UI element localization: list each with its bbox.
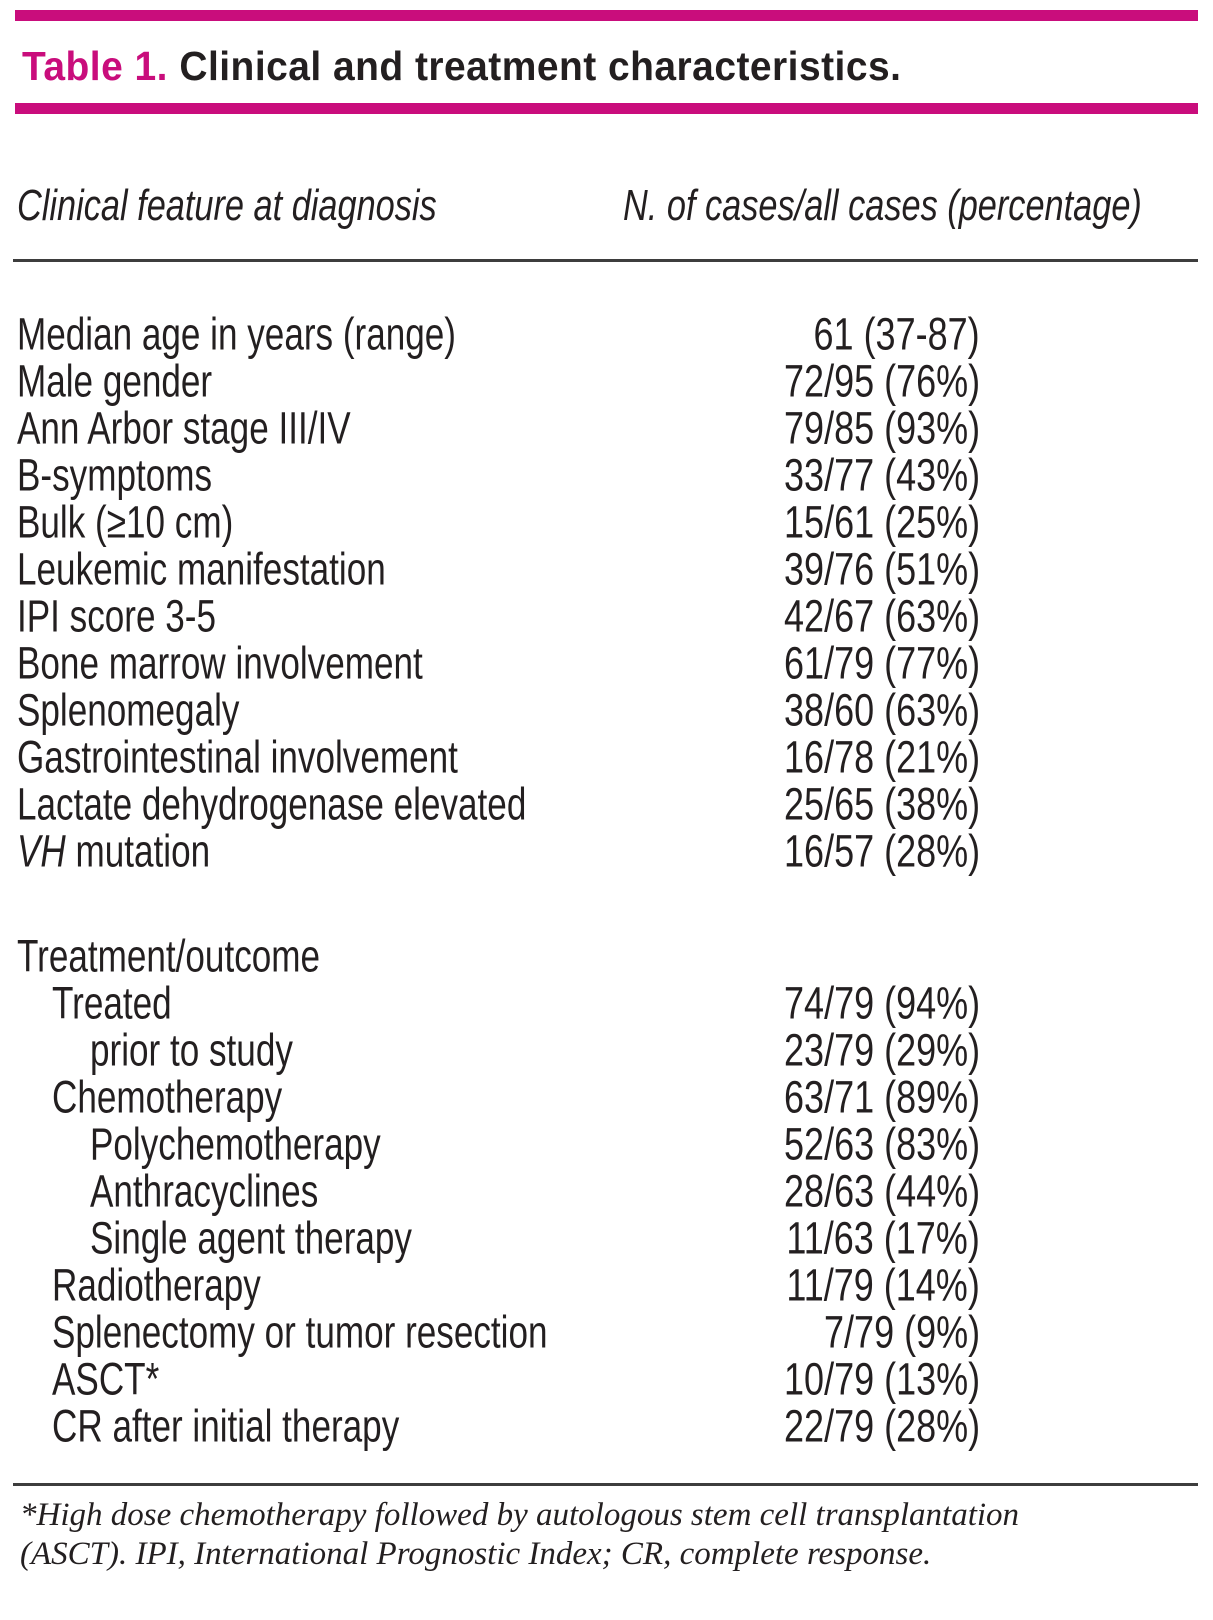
header-divider-line [13, 259, 1198, 262]
table-row: Polychemotherapy 52/63 (83%) [0, 1120, 1213, 1167]
footnote-line-1: *High dose chemotherapy followed by auto… [20, 1497, 1020, 1533]
footnote-divider-line [13, 1483, 1198, 1486]
table-row: IPI score 3-5 42/67 (63%) [0, 592, 1213, 639]
table-row: Median age in years (range) 61 (37-87) [0, 310, 1213, 357]
row-value: 52/63 (83%) [783, 1118, 980, 1169]
row-label: Treated [52, 977, 172, 1028]
table-row: ASCT* 10/79 (13%) [0, 1355, 1213, 1402]
table-title-number: Table 1. [22, 43, 168, 89]
row-value: 7/79 (9%) [823, 1306, 980, 1357]
table-row-spacer [0, 874, 1213, 932]
row-value: 11/63 (17%) [786, 1212, 980, 1263]
footnote-line-2: (ASCT). IPI, International Prognostic In… [20, 1536, 932, 1572]
table-row: VH mutation 16/57 (28%) [0, 827, 1213, 874]
row-value: 11/79 (14%) [786, 1259, 980, 1310]
table-row: Lactate dehydrogenase elevated 25/65 (38%… [0, 780, 1213, 827]
row-label: Treatment/outcome [17, 930, 321, 981]
title-accent-bar [15, 103, 1198, 114]
row-value: 74/79 (94%) [783, 977, 980, 1028]
table-row: Radiotherapy 11/79 (14%) [0, 1261, 1213, 1308]
row-value: 61 (37-87) [813, 308, 980, 359]
row-label: Leukemic manifestation [17, 543, 386, 594]
row-label: Male gender [17, 355, 213, 406]
row-label: Lactate dehydrogenase elevated [17, 778, 527, 829]
row-label: Ann Arbor stage III/IV [17, 402, 351, 453]
row-label: VH mutation [17, 825, 211, 876]
table-row: Splenomegaly 38/60 (63%) [0, 686, 1213, 733]
table-row: CR after initial therapy 22/79 (28%) [0, 1402, 1213, 1449]
table-row: B-symptoms 33/77 (43%) [0, 451, 1213, 498]
row-value: 72/95 (76%) [783, 355, 980, 406]
row-label: Splenomegaly [17, 684, 240, 735]
table-title-text: Clinical and treatment characteristics. [179, 43, 902, 89]
row-label: Bulk (≥10 cm) [17, 496, 234, 547]
table-row: Chemotherapy 63/71 (89%) [0, 1073, 1213, 1120]
row-label: Median age in years (range) [17, 308, 456, 359]
row-value: 25/65 (38%) [783, 778, 980, 829]
row-label: ASCT* [52, 1353, 160, 1404]
column-header-left: Clinical feature at diagnosis [17, 181, 437, 230]
row-label: Gastrointestinal involvement [17, 731, 458, 782]
row-value: 33/77 (43%) [783, 449, 980, 500]
table-title: Table 1. Clinical and treatment character… [22, 42, 901, 90]
table-row: Treated 74/79 (94%) [0, 979, 1213, 1026]
row-label: B-symptoms [17, 449, 213, 500]
table-row: Male gender 72/95 (76%) [0, 357, 1213, 404]
row-label: Chemotherapy [52, 1071, 283, 1122]
row-label: IPI score 3-5 [17, 590, 216, 641]
row-value: 38/60 (63%) [783, 684, 980, 735]
row-label: Single agent therapy [90, 1212, 412, 1263]
row-value: 79/85 (93%) [783, 402, 980, 453]
table-row: Bone marrow involvement 61/79 (77%) [0, 639, 1213, 686]
row-label: CR after initial therapy [52, 1400, 400, 1451]
table-row: prior to study 23/79 (29%) [0, 1026, 1213, 1073]
row-label: Splenectomy or tumor resection [52, 1306, 548, 1357]
row-label: Polychemotherapy [90, 1118, 381, 1169]
footnote: *High dose chemotherapy followed by auto… [20, 1496, 1140, 1574]
top-accent-bar [15, 10, 1198, 21]
table-row: Bulk (≥10 cm) 15/61 (25%) [0, 498, 1213, 545]
row-value: 42/67 (63%) [783, 590, 980, 641]
row-value: 10/79 (13%) [783, 1353, 980, 1404]
row-label-italic-prefix: VH [17, 825, 66, 876]
row-value: 63/71 (89%) [783, 1071, 980, 1122]
row-value: 23/79 (29%) [783, 1024, 980, 1075]
table-row: Splenectomy or tumor resection 7/79 (9%) [0, 1308, 1213, 1355]
table-row: Gastrointestinal involvement 16/78 (21%) [0, 733, 1213, 780]
row-value: 61/79 (77%) [783, 637, 980, 688]
row-value: 28/63 (44%) [783, 1165, 980, 1216]
row-label: Anthracyclines [90, 1165, 319, 1216]
row-label: prior to study [90, 1024, 293, 1075]
row-value: 39/76 (51%) [783, 543, 980, 594]
table-row: Ann Arbor stage III/IV 79/85 (93%) [0, 404, 1213, 451]
table-row: Treatment/outcome [0, 932, 1213, 979]
table-body: Median age in years (range) 61 (37-87) Mal… [0, 310, 1213, 1449]
row-label: Radiotherapy [52, 1259, 261, 1310]
table-row: Single agent therapy 11/63 (17%) [0, 1214, 1213, 1261]
table-row: Anthracyclines 28/63 (44%) [0, 1167, 1213, 1214]
table-row: Leukemic manifestation 39/76 (51%) [0, 545, 1213, 592]
row-value: 16/78 (21%) [783, 731, 980, 782]
row-value: 15/61 (25%) [783, 496, 980, 547]
row-value: 16/57 (28%) [783, 825, 980, 876]
row-value: 22/79 (28%) [783, 1400, 980, 1451]
column-header-right: N. of cases/all cases (percentage) [623, 181, 1142, 230]
row-label: Bone marrow involvement [17, 637, 423, 688]
